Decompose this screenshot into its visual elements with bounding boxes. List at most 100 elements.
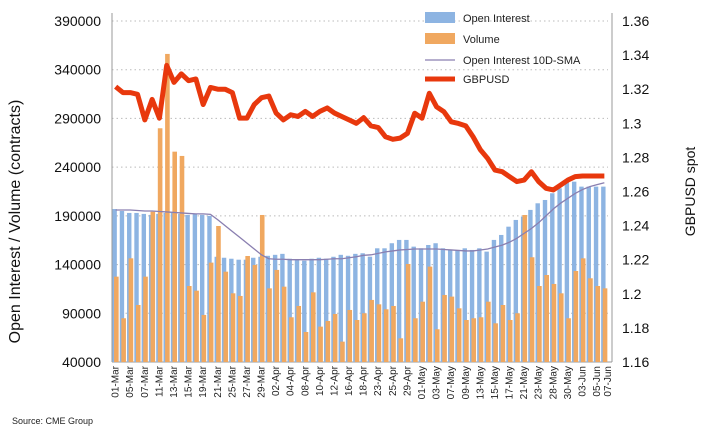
open-interest-bar [557,188,562,362]
legend-label: GBPUSD [463,74,510,86]
volume-bar [434,329,440,362]
y-tick-label: 390000 [54,13,101,29]
open-interest-bar [491,239,497,362]
volume-bar [420,301,425,362]
volume-bar [186,286,192,362]
open-interest-bar [411,246,416,362]
volume-bar [398,338,404,362]
y2-tick-label: 1.16 [622,354,649,370]
volume-bar [391,305,396,362]
y2-axis-title: GBPUSD spot [682,147,698,237]
volume-bar [347,309,353,362]
volume-bar [318,326,323,362]
x-tick-label: 21-May [519,366,530,399]
legend-label: Open Interest [463,13,530,25]
open-interest-bar [586,186,591,362]
x-tick-label: 08-Apr [300,365,311,396]
open-interest-bar [360,253,365,362]
volume-bar [442,294,447,362]
x-tick-label: 25-Apr [388,365,399,396]
volume-bar [201,314,207,362]
x-tick-label: 05-Jun [592,366,603,397]
x-tick-label: 30-May [563,366,574,399]
x-tick-label: 29-Mar [257,365,268,397]
volume-bar [281,286,287,362]
y2-tick-label: 1.26 [622,184,649,200]
volume-bar [566,318,571,362]
y-tick-label: 40000 [62,354,101,370]
x-tick-label: 16-Apr [344,365,355,396]
y2-tick-label: 1.22 [622,252,649,268]
sma-line [115,182,605,261]
x-tick-label: 15-May [490,366,501,399]
volume-bar [121,318,126,362]
open-interest-bar [506,226,511,362]
open-interest-bar [192,213,198,362]
y2-tick-label: 1.18 [622,320,649,336]
open-interest-bar [462,248,467,362]
volume-bar [478,317,484,362]
volume-bar [143,276,148,362]
volume-bar [522,214,528,362]
volume-bar [602,288,608,362]
y2-tick-label: 1.34 [622,47,649,63]
x-tick-label: 23-Apr [373,365,384,396]
open-interest-bar [302,260,307,362]
volume-bar [340,341,345,362]
y-axis-title: Open Interest / Volume (contracts) [7,100,24,344]
volume-bar [267,288,272,362]
volume-bar [493,323,498,362]
volume-bar [259,214,265,362]
x-tick-label: 07-May [446,366,457,399]
volume-bar [223,271,229,362]
volume-bar [310,292,316,362]
y-tick-label: 290000 [54,110,101,126]
y2-tick-label: 1.24 [622,218,649,234]
open-interest-bar [331,256,336,362]
volume-bar [238,295,243,362]
open-interest-bar [550,193,555,362]
open-interest-bar [601,186,606,362]
open-interest-bar [564,179,570,362]
legend-swatch-volume [425,33,455,44]
x-tick-label: 17-May [505,366,516,399]
x-tick-label: 07-Jun [603,366,614,397]
gbpusd-line [114,62,605,193]
volume-bar [252,264,258,362]
volume-bar [558,293,564,362]
x-tick-label: 12-Apr [329,365,340,396]
volume-bar [135,305,141,362]
y-tick-label: 90000 [62,305,101,321]
volume-bar [354,320,360,362]
open-interest-bar [338,254,343,362]
volume-bar [289,317,294,362]
open-interest-bar [477,248,482,362]
volume-bar [362,313,367,362]
x-tick-label: 18-Apr [359,365,370,396]
open-interest-bar [499,234,504,362]
volume-bar [245,255,250,362]
volume-bar [456,308,462,362]
x-tick-label: 29-Apr [402,365,413,396]
x-tick-label: 11-Mar [154,365,165,397]
y-tick-label: 340000 [54,62,101,78]
volume-bar [128,258,134,362]
volume-bar [376,304,382,362]
open-interest-bar [287,258,292,362]
volume-bar [580,258,586,362]
open-interest-bar [469,249,475,362]
x-tick-label: 23-May [534,366,545,399]
x-tick-label: 27-Mar [242,365,253,397]
source-note: Source: CME Group [12,416,94,426]
volume-bar [449,296,455,362]
x-tick-label: 04-Apr [286,365,297,396]
volume-bar [573,271,579,362]
open-interest-bar [345,255,351,362]
volume-bar [486,301,491,362]
volume-bar [274,269,280,362]
x-tick-label: 07-Mar [140,365,151,397]
volume-bar [413,318,418,362]
volume-bar [369,299,374,362]
volume-bar [551,283,557,362]
